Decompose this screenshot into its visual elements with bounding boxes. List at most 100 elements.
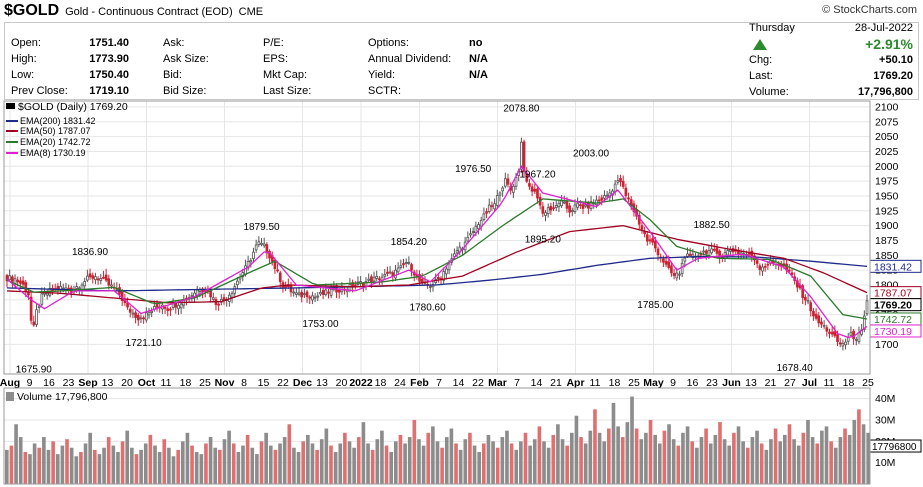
volume-bar	[157, 452, 162, 484]
candle-body	[144, 312, 148, 321]
candle-body	[297, 292, 301, 295]
candle-body	[865, 300, 869, 315]
volume-bar	[833, 447, 838, 484]
x-tick-label: Apr	[566, 377, 584, 389]
chart-header: $GOLD Gold - Continuous Contract (EOD) C…	[4, 2, 263, 22]
volume-bar	[644, 432, 648, 484]
volume-bar	[755, 430, 759, 484]
price-annotation: 1879.50	[243, 222, 280, 233]
dividend-label: Annual Dividend:	[368, 53, 452, 65]
x-tick-label: 7	[436, 377, 442, 389]
candle-body	[522, 141, 526, 173]
candle-body	[624, 187, 628, 197]
volume-bar	[861, 424, 866, 484]
candle-body	[399, 265, 403, 268]
x-tick-label: 13	[745, 377, 757, 389]
x-tick-label: Dec	[293, 377, 312, 389]
candle-body	[645, 234, 649, 242]
volume-bar	[14, 424, 18, 484]
candle-body	[836, 334, 839, 343]
candle-body	[139, 317, 143, 320]
candle-body	[600, 197, 604, 201]
volume-bar	[500, 437, 505, 484]
volume-bar	[37, 447, 42, 484]
candle-body	[565, 200, 569, 209]
brand-link[interactable]: © StockCharts.com	[822, 4, 917, 16]
candle-body	[316, 295, 320, 298]
volume-bar	[268, 445, 273, 484]
volume-bar	[194, 452, 199, 484]
y-tick-label: 1850	[875, 250, 899, 262]
candle-body	[482, 213, 486, 220]
volume-bar	[398, 434, 403, 484]
candle-body	[367, 278, 371, 281]
volume-bar	[463, 439, 468, 484]
candle-body	[142, 317, 145, 320]
candle-body	[37, 305, 41, 308]
candle-body	[605, 194, 609, 197]
volume-bar	[532, 439, 537, 484]
ema20-line	[6, 198, 868, 320]
volume-icon	[6, 392, 14, 401]
candle-body	[648, 239, 652, 242]
candle-body	[640, 225, 644, 230]
price-tag-label: 1787.07	[874, 288, 912, 300]
candle-body	[19, 280, 22, 284]
y-tick-label: 2075	[875, 116, 899, 128]
volume-bar	[23, 452, 28, 484]
volume-bar	[51, 441, 55, 484]
volume-bar	[134, 454, 139, 484]
volume-bar	[634, 428, 639, 484]
volume-bar	[231, 443, 236, 484]
volume-bar	[5, 449, 9, 484]
volume-bar	[139, 449, 143, 484]
pe-label: P/E:	[263, 37, 284, 49]
legend-ema8: EMA(8) 1730.19	[20, 148, 86, 158]
legend-ema200: EMA(200) 1831.42	[20, 116, 96, 126]
candle-body	[512, 185, 515, 193]
candle-body	[254, 244, 258, 251]
volume-bar	[370, 449, 375, 484]
candle-body	[852, 330, 855, 340]
volume-bar	[143, 443, 148, 484]
price-tag-label: 1730.19	[874, 326, 912, 338]
x-tick-label: 24	[394, 377, 406, 389]
ask-size-label: Ask Size:	[163, 53, 209, 65]
price-tag-label: 1831.42	[874, 261, 912, 273]
volume-bar	[750, 437, 755, 484]
price-annotation: 1882.50	[694, 220, 731, 231]
up-arrow-icon	[753, 39, 767, 50]
volume-bar	[852, 420, 857, 484]
volume-bar	[732, 432, 736, 484]
candle-body	[560, 200, 563, 207]
volume-bar	[843, 428, 847, 484]
volume-bar	[324, 428, 329, 484]
volume-bar	[857, 409, 861, 484]
price-tag-label: 1742.72	[874, 314, 912, 326]
candle-body	[329, 288, 333, 296]
volume-bar	[236, 452, 241, 484]
candle-body	[544, 212, 547, 217]
candle-body	[171, 303, 175, 308]
volume-bar	[329, 445, 333, 484]
candle-body	[155, 303, 159, 308]
volume-bar	[292, 447, 296, 484]
volume-bar	[282, 437, 287, 484]
bid-size-label: Bid Size:	[163, 85, 207, 97]
x-tick-label: 18	[609, 377, 621, 389]
candle-body	[654, 240, 657, 249]
candle-body	[570, 210, 574, 212]
volume-bar	[657, 443, 662, 484]
eps-label: EPS:	[263, 53, 289, 65]
x-tick-label: 9	[670, 377, 676, 389]
x-tick-label: 9	[27, 377, 33, 389]
bid-label: Bid:	[163, 69, 182, 81]
candle-body	[809, 302, 813, 312]
x-tick-label: 18	[375, 377, 387, 389]
candle-body	[278, 272, 282, 282]
x-tick-label: 27	[784, 377, 796, 389]
quote-date: 28-Jul-2022	[854, 22, 913, 34]
low-value: 1750.40	[89, 69, 129, 81]
candle-body	[447, 263, 451, 271]
